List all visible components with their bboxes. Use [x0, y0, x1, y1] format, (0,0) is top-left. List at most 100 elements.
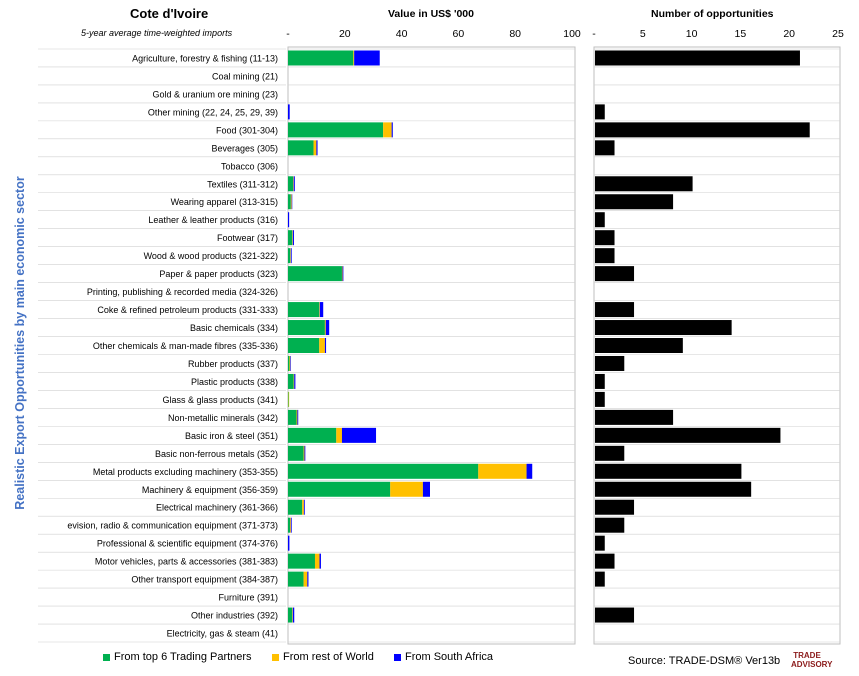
- bar-sa: [297, 409, 299, 425]
- bar-sa: [292, 230, 294, 246]
- bar-row: [289, 517, 291, 533]
- category-label: Electricity, gas & steam (41): [167, 629, 278, 639]
- category-label: Wearing apparel (313-315): [171, 197, 278, 207]
- category-label: Other chemicals & man-made fibres (335-3…: [93, 341, 278, 351]
- bar-top6: [288, 338, 320, 354]
- bar-count: [595, 212, 605, 228]
- value-axis-tick-label: 60: [453, 28, 465, 40]
- bar-count: [595, 338, 683, 354]
- bar-count: [595, 50, 800, 66]
- category-label: Machinery & equipment (356-359): [142, 485, 278, 495]
- legend-label-sa: From South Africa: [405, 651, 494, 663]
- category-label: Coke & refined petroleum products (331-3…: [97, 305, 278, 315]
- bar-top6: [288, 607, 293, 623]
- category-label: Food (301-304): [216, 125, 278, 135]
- bar-row: [319, 302, 320, 318]
- category-label: Basic chemicals (334): [190, 323, 278, 333]
- bar-row: [293, 176, 294, 192]
- legend-item-sa: From South Africa: [394, 651, 493, 663]
- category-label: Printing, publishing & recorded media (3…: [87, 287, 278, 297]
- value-axis-tick-label: 20: [339, 28, 351, 40]
- bar-count: [595, 176, 693, 192]
- bar-count: [595, 266, 635, 282]
- category-label: Paper & paper products (323): [159, 269, 278, 279]
- bar-row: [292, 607, 293, 623]
- bar-sa: [288, 535, 290, 551]
- bar-top6: [288, 122, 384, 138]
- bar-count: [595, 517, 625, 533]
- bar-sa: [324, 338, 327, 354]
- category-label: Other transport equipment (384-387): [131, 575, 278, 585]
- bar-row: [290, 248, 291, 264]
- bar-top6: [288, 320, 325, 336]
- bar-top6: [288, 499, 303, 515]
- bar-sa: [319, 553, 321, 569]
- bar-top6: [288, 427, 337, 443]
- bar-row: [302, 499, 304, 515]
- bar-top6: [288, 373, 294, 389]
- category-label: Basic non-ferrous metals (352): [155, 449, 278, 459]
- bar-row: [341, 266, 343, 282]
- bar-sa: [290, 248, 292, 264]
- bar-sa: [354, 50, 380, 66]
- count-axis-tick-label: 10: [686, 28, 698, 40]
- bar-row: [313, 140, 317, 156]
- bar-top6: [288, 517, 290, 533]
- bar-top6: [288, 50, 354, 66]
- category-label: evision, radio & communication equipment…: [67, 521, 278, 531]
- legend-swatch-row: [272, 653, 279, 661]
- bar-count: [595, 302, 635, 318]
- bar-row: [314, 553, 320, 569]
- value-axis-tick-label: -: [286, 28, 290, 40]
- count-axis-tick-label: 25: [832, 28, 844, 40]
- bar-top6: [288, 571, 304, 587]
- category-label: Tobacco (306): [221, 161, 278, 171]
- category-label: Metal products excluding machinery (353-…: [93, 467, 278, 477]
- bar-row: [293, 373, 295, 389]
- bar-count: [595, 607, 635, 623]
- bar-top6: [288, 553, 315, 569]
- category-label: Rubber products (337): [188, 359, 278, 369]
- count-panel-title: Number of opportunities: [651, 8, 774, 20]
- category-label: Gold & uranium ore mining (23): [152, 89, 278, 99]
- bar-row: [290, 194, 292, 210]
- value-axis-tick-label: 80: [509, 28, 521, 40]
- bar-sa: [290, 355, 291, 371]
- category-label: Plastic products (338): [191, 377, 278, 387]
- bar-top6: [288, 355, 290, 371]
- bar-sa: [294, 373, 296, 389]
- value-axis-tick-label: 40: [396, 28, 408, 40]
- source-note: Source: TRADE-DSM® Ver13b: [628, 655, 781, 667]
- bar-count: [595, 409, 674, 425]
- bar-top6: [288, 445, 304, 461]
- bar-row: [336, 427, 342, 443]
- bar-sa: [290, 517, 292, 533]
- bar-count: [595, 463, 742, 479]
- bar-sa: [526, 463, 533, 479]
- legend-swatch-sa: [394, 653, 401, 661]
- count-axis-tick-label: 15: [735, 28, 747, 40]
- bar-sa: [304, 445, 306, 461]
- bar-top6: [288, 463, 479, 479]
- category-label: Non-metallic minerals (342): [168, 413, 278, 423]
- bar-row: [383, 122, 392, 138]
- bar-sa: [316, 140, 318, 156]
- category-label: Other mining (22, 24, 25, 29, 39): [148, 107, 278, 117]
- bar-sa: [319, 302, 324, 318]
- bar-sa: [288, 104, 290, 120]
- bar-count: [595, 553, 615, 569]
- bar-sa: [391, 122, 393, 138]
- category-label: Other industries (392): [191, 611, 278, 621]
- bar-sa: [293, 176, 295, 192]
- logo-line-1: TRADE: [793, 651, 821, 660]
- bar-count: [595, 194, 674, 210]
- value-axis-tick-label: 100: [563, 28, 581, 40]
- bar-row: [303, 571, 308, 587]
- bar-row: [292, 230, 293, 246]
- category-label: Glass & glass products (341): [162, 395, 278, 405]
- bar-sa: [342, 266, 344, 282]
- bar-top6: [288, 266, 342, 282]
- category-label: Electrical machinery (361-366): [156, 503, 278, 513]
- bar-row: [289, 355, 291, 371]
- bar-row: [288, 391, 290, 407]
